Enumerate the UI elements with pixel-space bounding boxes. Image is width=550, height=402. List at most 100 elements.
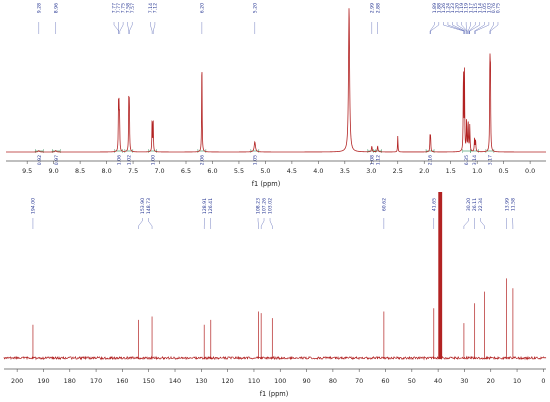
c-x-ticks: 200 190 180 170 160 150 140 130 120 110 100 90 80 70 6… [11,369,545,385]
c-x-tick-label: 10 [513,377,521,385]
c-x-axis-label: f1 (ppm) [260,390,289,398]
c-peak-label: 30.20 [466,198,472,211]
c-peak-connector [148,218,153,229]
h-integral-label: 2.06 [199,155,205,165]
c-peak-label: 11.58 [510,198,516,211]
h-peak-connector [129,22,133,34]
h-peak-connector [452,22,466,34]
h-peak-label: 1.20 [455,3,461,13]
c-x-tick-label: 90 [303,377,311,385]
h-integral-bracket [197,149,207,153]
c-spectrum-line [3,192,547,361]
h-x-tick-label: 9.0 [49,167,59,175]
h-peak-connector [489,22,494,34]
c-x-tick-label: 150 [143,377,155,385]
h-peak-connector [465,22,468,34]
h-x-tick-label: 9.5 [22,167,32,175]
c-x-tick-label: 40 [434,377,442,385]
h-peak-label: 1.26 [441,3,447,13]
h-peak-connector [430,22,440,34]
h-peak-label: 1.14 [477,3,483,13]
h-integral-label: 1.08 [369,155,375,165]
h-x-tick-label: 0.0 [525,167,535,175]
c-peak-label: 108.23 [256,198,262,214]
c-peak-label: 128.91 [202,198,208,214]
h-x-tick-label: 4.0 [313,167,323,175]
c-peak-labels: 194.00 153.90 148.73 128.91 126.41 108.23 107.… [31,198,516,229]
h-peak-label: 7.58 [125,3,131,13]
h-peak-connector [443,22,464,34]
h-peak-label: 5.20 [252,3,258,13]
h-x-tick-label: 0.5 [499,167,509,175]
h-peak-label: 0.76 [491,3,497,13]
h-x-tick-label: 5.0 [260,167,270,175]
h-peak-connector [490,22,499,34]
h-integral-label: 1.05 [252,155,258,165]
c-peak-label: 26.11 [472,198,478,211]
h-peak-label: 7.77 [112,3,118,13]
h-x-tick-label: 7.0 [154,167,164,175]
c-peak-label: 103.02 [268,198,274,214]
h-x-tick-label: 8.0 [102,167,112,175]
h-peak-label: 1.15 [473,3,479,13]
h-peak-label: 7.14 [148,3,154,13]
c-x-tick-label: 100 [274,377,286,385]
h-peak-label: 1.03 [486,3,492,13]
h-peak-connector [469,22,476,34]
c-peak-label: 107.26 [262,198,268,214]
c-peak-label: 13.99 [504,198,510,211]
c-x-tick-label: 120 [222,377,234,385]
h-integral-bracket [148,149,157,153]
h-peak-connector [119,22,124,34]
h-peak-label: 7.75 [121,3,127,13]
h-peak-connector [113,22,119,34]
c-peak-connector [257,218,259,229]
c-x-tick-label: 80 [329,377,337,385]
c-x-tick-label: 50 [408,377,416,385]
c-x-tick-label: 180 [64,377,76,385]
h-integral-label: 1.00 [150,155,156,165]
c-x-tick-label: 200 [11,377,23,385]
h-peak-label: 1.24 [446,3,452,13]
h-x-tick-label: 7.5 [128,167,138,175]
h-integral-label: 6.35 [464,155,470,165]
h-peak-label: 1.19 [464,3,470,13]
c-peak-label: 194.00 [31,198,37,214]
h-peak-connector [150,22,153,34]
h-x-tick-label: 4.5 [287,167,297,175]
h-peak-connector [456,22,467,34]
c-peak-label: 153.90 [140,198,146,214]
h-peak-label: 2.99 [369,3,375,13]
h-peak-label: 7.57 [130,3,136,13]
h-integrals: 0.92 0.97 1.06 1.02 1.00 2.06 1.05 1.08 1.12 2.16… [35,149,495,165]
h-x-tick-label: 3.0 [366,167,376,175]
h-peak-label: 1.05 [482,3,488,13]
h-peak-connector [468,22,471,34]
h-peak-connector [127,22,129,34]
h-integral-label: 1.02 [126,155,132,165]
h-x-tick-label: 1.5 [446,167,456,175]
h-x-tick-label: 2.0 [419,167,429,175]
h-integral-bracket [425,149,435,153]
h-peak-label: 7.12 [153,3,159,13]
c-x-tick-label: 60 [381,377,389,385]
h-integral-label: 2.16 [428,155,434,165]
c-x-tick-label: 110 [248,377,260,385]
h-x-tick-label: 5.5 [234,167,244,175]
h-peak-label: 7.77 [116,3,122,13]
h-peak-label: 0.75 [496,3,502,13]
h-x-tick-label: 8.5 [75,167,85,175]
h-peak-label: 2.88 [375,3,381,13]
c-peak-label: 22.34 [478,198,484,211]
h-x-tick-label: 6.5 [181,167,191,175]
h-integral-label: 1.06 [116,155,122,165]
c-x-tick-label: 20 [487,377,495,385]
h-peak-label: 1.89 [432,3,438,13]
h-peak-label: 6.20 [199,3,205,13]
c-x-tick-label: 0 [541,377,545,385]
h-peak-connector [475,22,490,34]
h-peak-label: 1.19 [459,3,465,13]
c-x-tick-label: 190 [37,377,49,385]
h-integral-bracket [250,149,260,153]
